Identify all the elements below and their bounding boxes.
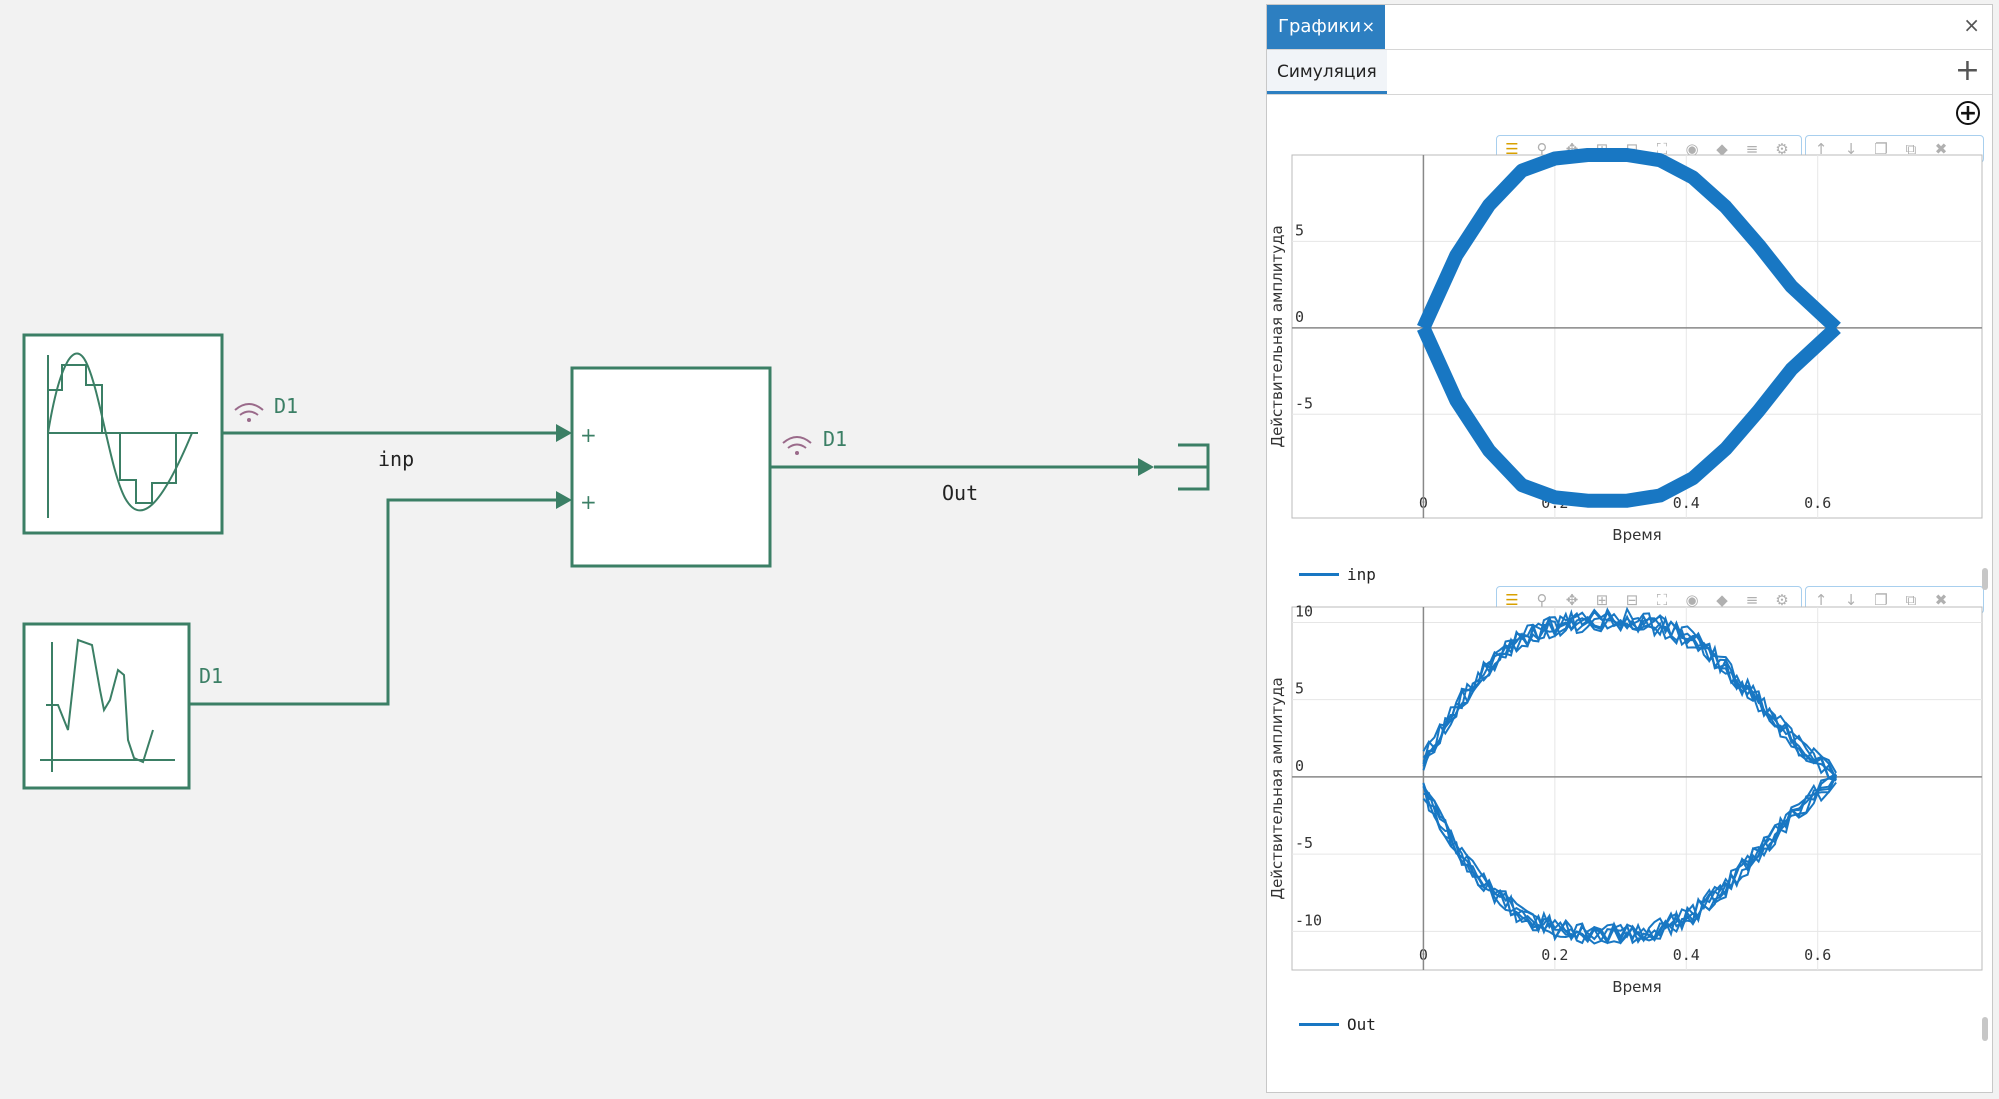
add-circle-icon[interactable]: + — [1956, 101, 1980, 125]
arrow-down-icon[interactable]: ↓ — [1844, 140, 1858, 158]
sum-port-plus-1: + — [580, 423, 597, 447]
x-tick-label: 0.2 — [1541, 946, 1568, 964]
wire-noise[interactable] — [189, 491, 572, 706]
x-axis-label: Время — [1612, 526, 1661, 544]
add-icon[interactable]: + — [1954, 53, 1980, 88]
output-port[interactable] — [1154, 443, 1210, 491]
lines-icon[interactable]: ≡ — [1745, 591, 1759, 609]
x-tick-label: 0.4 — [1673, 946, 1700, 964]
y-axis-label: Действительная амплитуда — [1268, 225, 1286, 447]
x-tick-label: 0.6 — [1804, 946, 1831, 964]
zoom-out-box-icon[interactable]: ⊟ — [1625, 591, 1639, 609]
wire-out[interactable] — [770, 458, 1154, 476]
y-tick-label: 5 — [1295, 221, 1304, 239]
legend-inp[interactable]: inp — [1299, 565, 1376, 584]
y-axis-label: Действительная амплитуда — [1268, 677, 1286, 899]
scrollbar[interactable] — [1982, 1017, 1988, 1041]
pan-icon[interactable]: ✥ — [1565, 591, 1579, 609]
legend-label-inp: inp — [1347, 565, 1376, 584]
duplicate-icon[interactable]: ⧉ — [1905, 140, 1917, 158]
lines-icon[interactable]: ≡ — [1745, 140, 1759, 158]
legend-out[interactable]: Out — [1299, 1015, 1376, 1034]
wire-label-inp: inp — [378, 447, 414, 471]
legend-swatch — [1299, 1023, 1339, 1026]
sine-generator-block[interactable] — [22, 333, 224, 535]
menu-icon[interactable]: ☰ — [1505, 140, 1519, 158]
signal-line-upper — [1422, 610, 1837, 781]
y-tick-label: 5 — [1295, 680, 1304, 698]
copy-icon[interactable]: ❐ — [1874, 591, 1888, 609]
gear-icon[interactable]: ⚙ — [1775, 591, 1789, 609]
autoscale-icon[interactable]: ⛶ — [1656, 591, 1668, 609]
sum-output-label-d1: D1 — [823, 427, 847, 451]
subtab-row: Симуляция + — [1267, 50, 1992, 95]
x-tick-label: 0.4 — [1673, 494, 1700, 512]
signal-line-upper — [1417, 148, 1841, 334]
signal-line-lower — [1417, 322, 1841, 508]
x-axis-label: Время — [1612, 978, 1661, 996]
scrollbar[interactable] — [1982, 568, 1988, 590]
sum-port-plus-2: + — [580, 490, 597, 514]
zoom-icon[interactable]: ⚲ — [1536, 140, 1548, 158]
wifi-icon — [782, 436, 812, 455]
copy-icon[interactable]: ❐ — [1874, 140, 1888, 158]
zoom-in-box-icon[interactable]: ⊞ — [1595, 591, 1609, 609]
tab-graphs-label: Графики — [1278, 16, 1362, 37]
tab-graphs[interactable]: Графики × — [1267, 5, 1385, 49]
tag-icon[interactable]: ◆ — [1716, 591, 1728, 609]
wire-inp[interactable] — [222, 424, 572, 442]
camera-icon[interactable]: ◉ — [1685, 140, 1699, 158]
signal-line-lower — [1422, 773, 1837, 945]
arrow-up-icon[interactable]: ↑ — [1814, 140, 1828, 158]
graphs-panel: Графики × × Симуляция + + ☰ ⚲ ✥ ⊞ ⊟ ⛶ ◉ ◆ ≡ ⚙ ↑ ↓ ❐… — [1266, 4, 1993, 1093]
panel-header: Графики × × — [1267, 5, 1992, 50]
gear-icon[interactable]: ⚙ — [1775, 140, 1789, 158]
autoscale-icon[interactable]: ⛶ — [1656, 140, 1668, 158]
camera-icon[interactable]: ◉ — [1685, 591, 1699, 609]
signal-label-d1-2: D1 — [199, 664, 223, 688]
noise-generator-block[interactable] — [22, 622, 191, 790]
arrow-down-icon[interactable]: ↓ — [1844, 591, 1858, 609]
sum-block[interactable] — [570, 366, 772, 568]
y-tick-label: -10 — [1295, 911, 1322, 929]
model-canvas[interactable]: D1 D1 inp + + D1 — [0, 0, 1262, 1099]
signal-label-d1: D1 — [274, 394, 298, 418]
plot-frame — [1291, 154, 1983, 519]
zoom-icon[interactable]: ⚲ — [1536, 591, 1548, 609]
tab-close-icon[interactable]: × — [1361, 17, 1375, 36]
y-tick-label: -5 — [1295, 394, 1313, 412]
tag-icon[interactable]: ◆ — [1716, 140, 1728, 158]
x-tick-label: 0.6 — [1804, 494, 1831, 512]
y-tick-label: 0 — [1295, 308, 1304, 326]
y-tick-label: 0 — [1295, 757, 1304, 775]
close-icon[interactable]: × — [1963, 13, 1980, 37]
legend-label-out: Out — [1347, 1015, 1376, 1034]
trash-icon[interactable]: ✖ — [1934, 140, 1948, 158]
plots-svg: 0 0.2 0.4 0.6 5 0 -5 Время Действительная амплит… — [1268, 148, 1983, 996]
diagram-svg: D1 D1 inp + + D1 — [22, 333, 1210, 790]
signal-line-lower — [1422, 775, 1837, 945]
signal-line-upper — [1422, 609, 1837, 780]
y-tick-label: -5 — [1295, 834, 1313, 852]
menu-icon[interactable]: ☰ — [1505, 591, 1519, 609]
trash-icon[interactable]: ✖ — [1934, 591, 1948, 609]
wifi-icon — [234, 403, 264, 422]
signal-line-upper — [1422, 606, 1837, 781]
plot-frame — [1291, 606, 1983, 971]
duplicate-icon[interactable]: ⧉ — [1905, 591, 1917, 609]
legend-swatch — [1299, 573, 1339, 576]
wire-label-out: Out — [942, 481, 978, 505]
y-tick-label: 10 — [1295, 602, 1313, 620]
tab-simulation[interactable]: Симуляция — [1267, 50, 1387, 94]
arrow-up-icon[interactable]: ↑ — [1814, 591, 1828, 609]
